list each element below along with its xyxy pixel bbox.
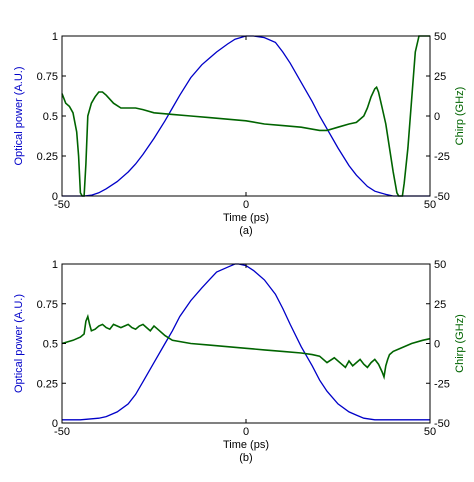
y-axis-label-left: Optical power (A.U.) [13, 294, 25, 393]
panel-label: (b) [239, 452, 252, 464]
y-right-tick-label: 50 [434, 259, 446, 271]
panel-label: (a) [239, 225, 252, 237]
y-right-tick-label: 0 [434, 111, 440, 123]
x-tick-label: -50 [54, 426, 70, 438]
x-tick-label: 0 [243, 199, 249, 211]
y-left-tick-label: 0.75 [37, 71, 58, 83]
x-tick-label: 50 [424, 426, 436, 438]
y-right-tick-label: 0 [434, 339, 440, 351]
y-axis-label-right: Chirp (GHz) [454, 314, 466, 373]
y-axis-label-left: Optical power (A.U.) [13, 66, 25, 165]
y-left-tick-label: 0 [52, 418, 58, 430]
x-tick-label: -50 [54, 199, 70, 211]
y-left-tick-label: 1 [52, 31, 58, 43]
y-right-tick-label: -50 [434, 418, 450, 430]
y-left-tick-label: 0.5 [43, 111, 58, 123]
y-left-tick-label: 0.5 [43, 339, 58, 351]
y-right-tick-label: -25 [434, 151, 450, 163]
x-tick-label: 50 [424, 199, 436, 211]
x-tick-label: 0 [243, 426, 249, 438]
y-right-tick-label: 50 [434, 31, 446, 43]
chirp-line-panel-2 [61, 313, 431, 380]
y-right-tick-label: -50 [434, 191, 450, 203]
optical-power-line-panel-2 [62, 263, 430, 421]
chirp-line-panel-1 [61, 35, 430, 197]
y-right-tick-label: -25 [434, 378, 450, 390]
optical-power-line-panel-1 [62, 35, 430, 197]
y-left-tick-label: 0.25 [37, 378, 58, 390]
x-axis-label: Time (ps) [223, 439, 269, 451]
y-left-tick-label: 0.75 [37, 299, 58, 311]
y-left-tick-label: 0.25 [37, 151, 58, 163]
y-right-tick-label: 25 [434, 299, 446, 311]
plot-frame-panel-1 [61, 35, 431, 197]
y-right-tick-label: 25 [434, 71, 446, 83]
y-axis-label-right: Chirp (GHz) [454, 87, 466, 146]
x-axis-label: Time (ps) [223, 212, 269, 224]
plot-frame-panel-2 [61, 263, 431, 424]
y-left-tick-label: 0 [52, 191, 58, 203]
y-left-tick-label: 1 [52, 259, 58, 271]
